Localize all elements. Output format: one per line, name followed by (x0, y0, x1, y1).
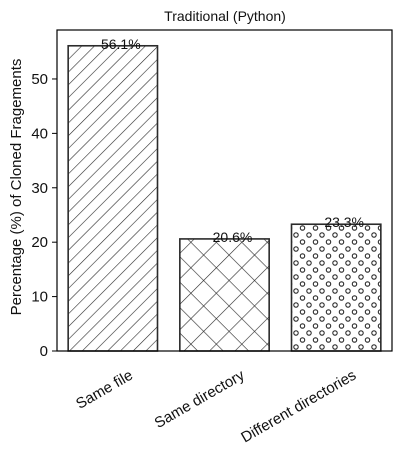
bar-different-directories (290, 223, 382, 352)
x-tick-label: Different directories (238, 367, 359, 447)
plot-frame (56, 29, 393, 352)
data-labels-layer: 56.1% 20.6% 23.3% (101, 36, 364, 245)
data-label: 23.3% (324, 214, 364, 230)
x-tick-label: Same file (73, 367, 136, 413)
chart-title: Traditional (Python) (164, 8, 286, 24)
y-tick-label: 0 (40, 343, 48, 360)
data-label: 56.1% (101, 36, 141, 52)
y-axis-title: Percentage (%) of Cloned Fragements (8, 59, 25, 316)
data-label: 20.6% (213, 229, 253, 245)
y-tick-label: 20 (31, 234, 48, 251)
y-tick-label: 50 (31, 71, 48, 88)
bar-same-file (67, 44, 159, 352)
bars-layer (67, 44, 382, 352)
y-tick-label: 40 (31, 125, 48, 142)
y-tick-label: 10 (31, 289, 48, 306)
x-tick-label: Same directory (152, 366, 248, 431)
bar-same-directory (179, 238, 270, 352)
y-tick-label: 30 (31, 180, 48, 197)
y-axis: 0 10 20 30 40 50 (31, 71, 57, 360)
